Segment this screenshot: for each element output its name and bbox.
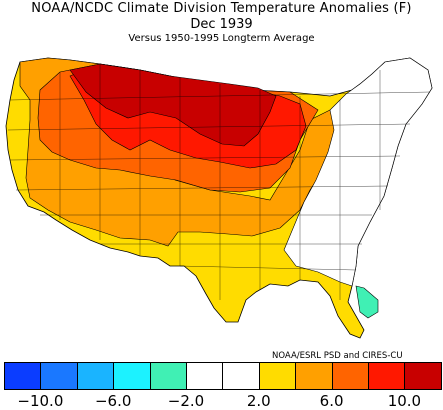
legend-swatch [149, 362, 188, 390]
legend-swatch [258, 362, 297, 390]
region-south-florida [355, 285, 379, 319]
map-subtitle: Dec 1939 [190, 17, 253, 32]
legend-swatch [186, 362, 224, 390]
legend-swatch [113, 362, 152, 390]
legend-swatch [40, 362, 79, 390]
legend-tick-label: −6.0 [94, 392, 132, 410]
map-baseline: Versus 1950-1995 Longterm Average [128, 33, 315, 44]
legend-swatch [4, 362, 42, 390]
map-title: NOAA/NCDC Climate Division Temperature A… [31, 1, 412, 16]
division-boundaries [7, 64, 431, 300]
legend-tick-label: −10.0 [17, 392, 64, 410]
legend-swatch [404, 362, 443, 390]
color-scale-legend [4, 362, 443, 392]
us-anomaly-map [5, 57, 433, 339]
legend-swatch [222, 362, 261, 390]
legend-swatch [368, 362, 406, 390]
legend-swatch [331, 362, 370, 390]
legend-swatch [76, 362, 115, 390]
map-credit: NOAA/ESRL PSD and CIRES-CU [272, 351, 403, 361]
legend-tick-label: 6.0 [319, 392, 344, 410]
legend-tick-label: 10.0 [387, 392, 422, 410]
legend-tick-label: 2.0 [246, 392, 271, 410]
legend-tick-label: −2.0 [167, 392, 205, 410]
legend-swatch [295, 362, 334, 390]
region-east-white [283, 57, 433, 287]
region-north-central-max [69, 63, 277, 147]
